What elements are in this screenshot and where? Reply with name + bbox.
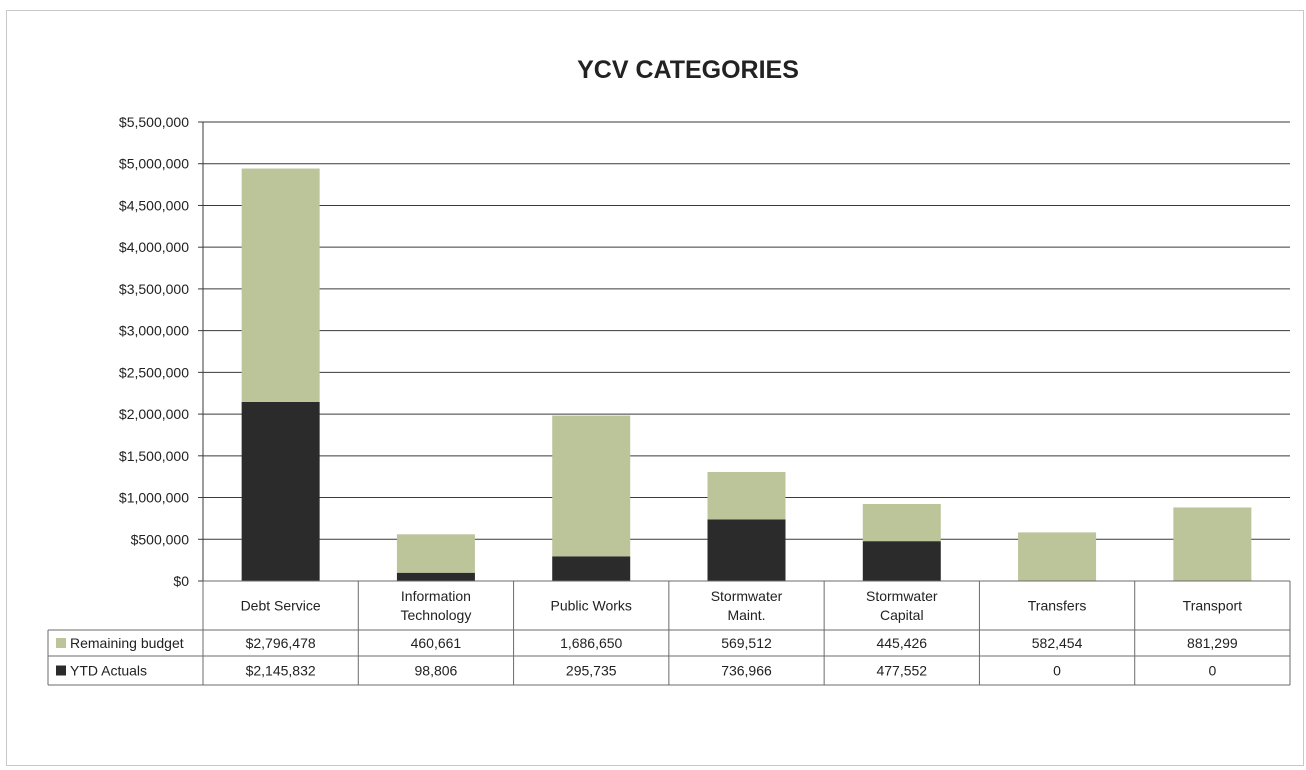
data-label: 460,661 xyxy=(411,635,462,651)
x-category-label: Transfers xyxy=(1028,598,1087,614)
bar-ytd-actuals xyxy=(707,519,786,581)
x-category-label: Debt Service xyxy=(241,598,321,614)
x-category-label: Public Works xyxy=(550,598,631,614)
chart-frame xyxy=(6,10,1304,766)
data-label: 0 xyxy=(1053,663,1061,679)
y-tick-label: $5,000,000 xyxy=(119,156,189,172)
legend-swatch xyxy=(56,665,66,676)
data-label: 582,454 xyxy=(1032,635,1083,651)
y-tick-label: $1,000,000 xyxy=(119,490,189,506)
bar-remaining-budget xyxy=(552,415,631,557)
data-label: 569,512 xyxy=(721,635,772,651)
bar-ytd-actuals xyxy=(396,572,475,581)
y-tick-label: $2,000,000 xyxy=(119,406,189,422)
y-tick-label: $500,000 xyxy=(131,531,190,547)
bar-remaining-budget xyxy=(1018,532,1097,581)
bar-remaining-budget xyxy=(862,503,941,542)
gridlines xyxy=(203,121,1290,540)
bar-ytd-actuals xyxy=(552,556,631,581)
data-label: 477,552 xyxy=(876,663,927,679)
legend-label: Remaining budget xyxy=(70,635,184,651)
bars xyxy=(241,168,1252,581)
bar-remaining-budget xyxy=(707,471,786,520)
data-label: $2,145,832 xyxy=(246,663,316,679)
bar-ytd-actuals xyxy=(241,401,320,581)
y-tick-label: $1,500,000 xyxy=(119,448,189,464)
data-label: 881,299 xyxy=(1187,635,1238,651)
data-label: 1,686,650 xyxy=(560,635,622,651)
y-tick-label: $2,500,000 xyxy=(119,364,189,380)
y-tick-label: $3,500,000 xyxy=(119,281,189,297)
bar-remaining-budget xyxy=(1173,507,1252,581)
data-label: 0 xyxy=(1208,663,1216,679)
bar-remaining-budget xyxy=(241,168,320,402)
x-category-label: Stormwater Maint. xyxy=(711,588,783,623)
data-label: $2,796,478 xyxy=(246,635,316,651)
chart-title: YCV CATEGORIES xyxy=(577,56,799,84)
x-category-label: Stormwater Capital xyxy=(866,588,938,623)
y-tick-label: $3,000,000 xyxy=(119,323,189,339)
data-label: 295,735 xyxy=(566,663,617,679)
y-tick-label: $0 xyxy=(173,573,189,589)
y-tick-label: $5,500,000 xyxy=(119,114,189,130)
data-label: 736,966 xyxy=(721,663,772,679)
legend-label: YTD Actuals xyxy=(70,663,147,679)
data-table: Debt Service Information Technology Public … xyxy=(47,580,1291,686)
x-category-label: Information Technology xyxy=(401,588,472,623)
legend-swatch xyxy=(56,638,66,648)
bar-remaining-budget xyxy=(396,534,475,573)
y-tick-label: $4,500,000 xyxy=(119,197,189,213)
y-axis: $0 $500,000 $1,000,000 $1,500,000 $2,000,000… xyxy=(119,114,204,589)
x-category-label: Transport xyxy=(1183,598,1243,614)
y-tick-label: $4,000,000 xyxy=(119,239,189,255)
bar-ytd-actuals xyxy=(862,541,941,581)
data-label: 445,426 xyxy=(876,635,927,651)
data-label: 98,806 xyxy=(415,663,458,679)
